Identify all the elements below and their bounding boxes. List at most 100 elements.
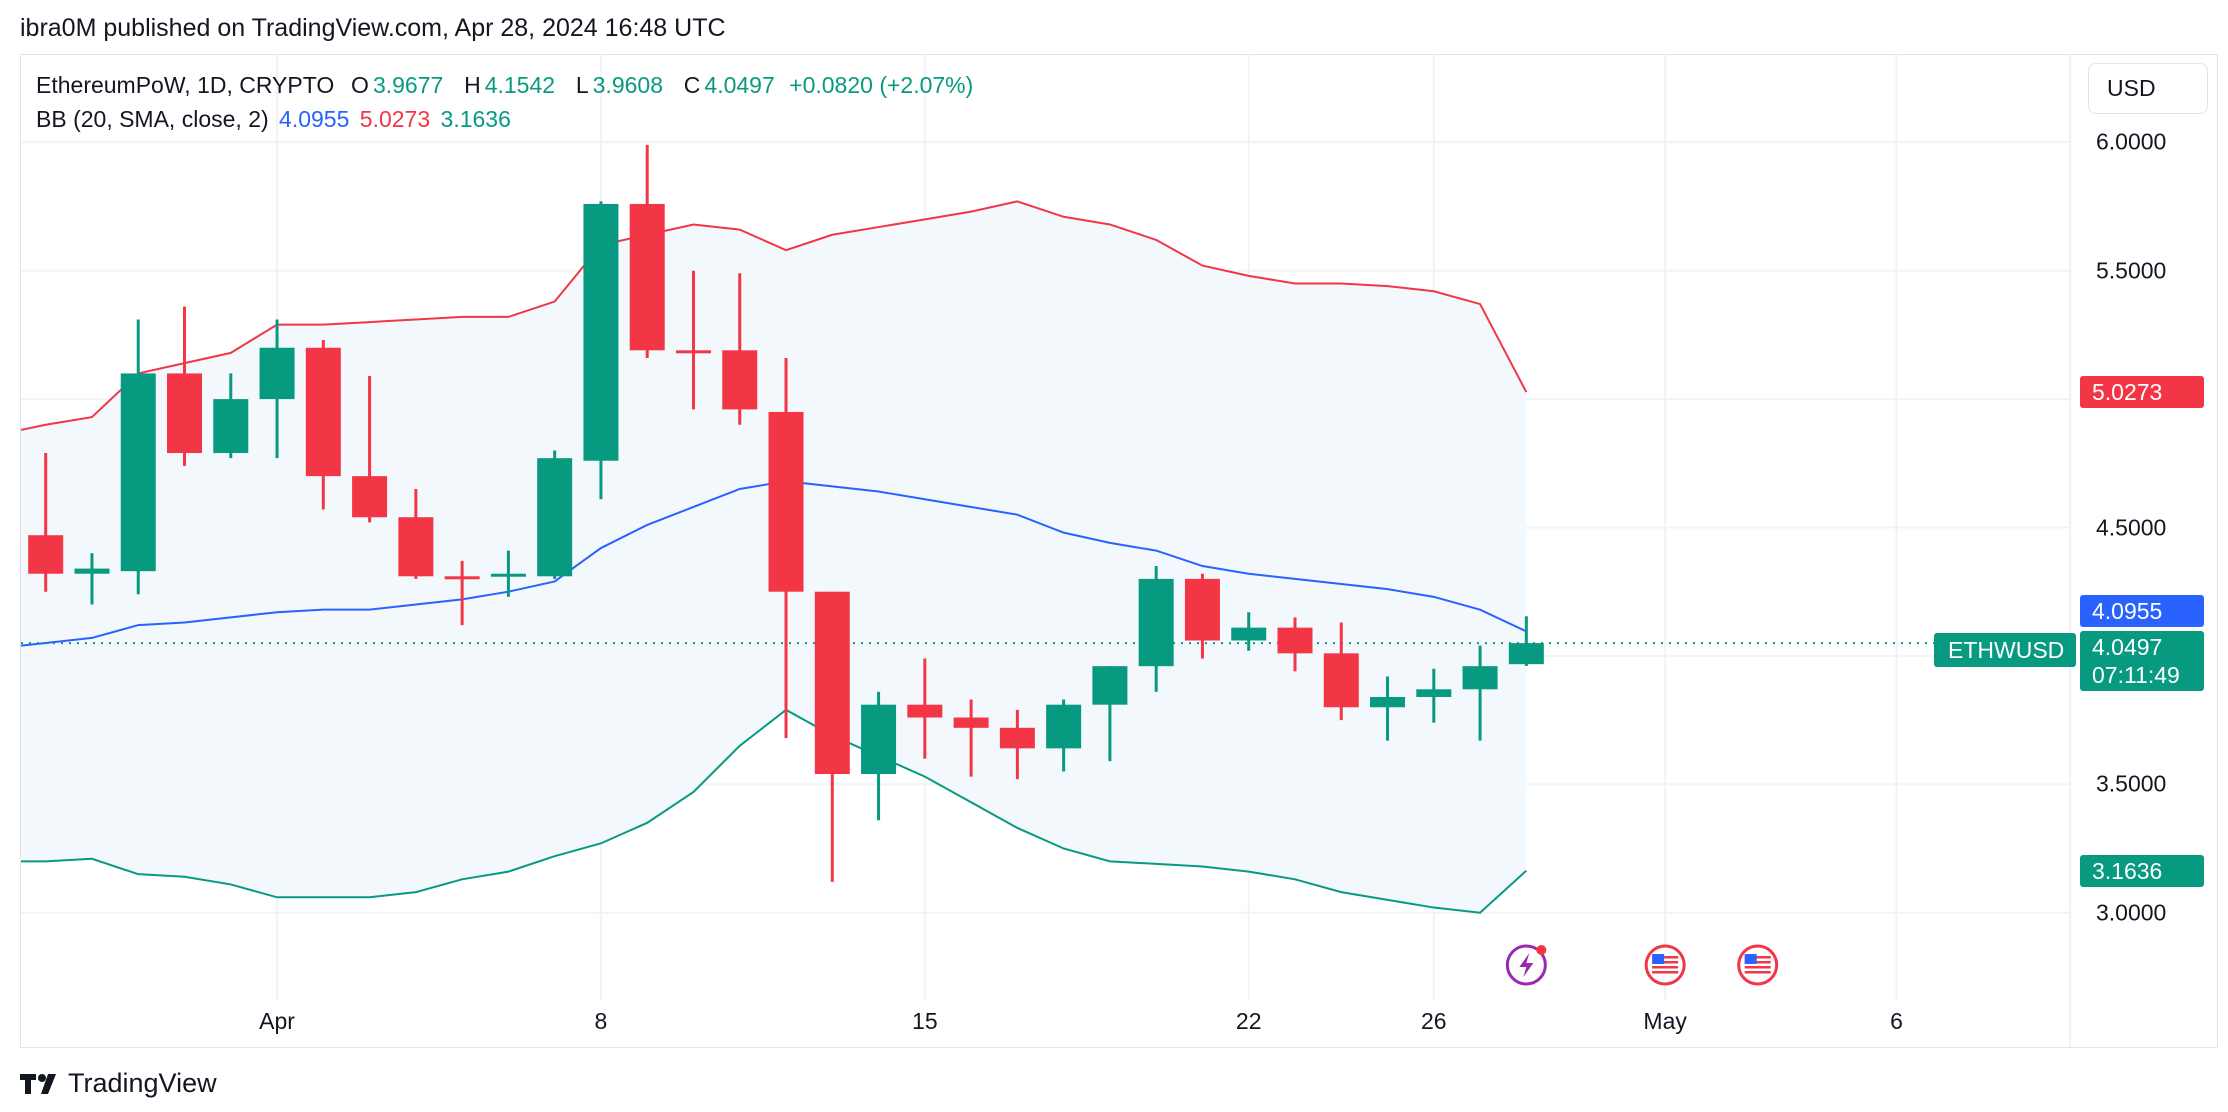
y-tick-label: 4.5000 (2096, 514, 2167, 540)
y-tick-label: 5.5000 (2096, 257, 2167, 284)
flag-stripe (1652, 961, 1679, 964)
bb-lower-badge: 3.1636 (2080, 854, 2204, 887)
flag-canton (1744, 954, 1757, 964)
candle-body (259, 347, 295, 400)
candle-body (352, 476, 388, 518)
legend-ohlc: EthereumPoW, 1D, CRYPTO O 3.9677 H 4.1542 … (36, 72, 977, 99)
candle-body (1231, 627, 1267, 641)
candle-body (907, 704, 943, 718)
candle-body (120, 373, 156, 572)
flag-stripe (1744, 956, 1771, 959)
high-label: H (464, 72, 481, 98)
event-circle (1644, 944, 1686, 986)
chart-frame (20, 54, 2218, 1048)
change-value: +0.0820 (+2.07%) (789, 72, 974, 98)
candle-body (999, 727, 1035, 749)
candle (1462, 645, 1498, 741)
candle-body (1092, 666, 1128, 705)
candle (1046, 699, 1082, 772)
lightning-glyph (1519, 953, 1534, 977)
flag-stripe (1652, 956, 1679, 959)
x-tick-label: 6 (1890, 1008, 1903, 1034)
low-value: 3.9608 (592, 72, 663, 98)
bb-upper-value: 5.0273 (359, 106, 431, 132)
candle (490, 550, 526, 597)
candle-body (722, 350, 758, 410)
candle (722, 273, 758, 425)
candle (1092, 666, 1128, 762)
candle (675, 270, 711, 410)
candle (814, 591, 850, 882)
candle (167, 306, 203, 466)
flag-stripe (1744, 966, 1771, 969)
candle (352, 375, 388, 523)
brand-name: TradingView (68, 1068, 217, 1098)
candle-body (1046, 704, 1082, 749)
candle-body (1416, 689, 1452, 697)
candle-body (28, 535, 64, 574)
candle (213, 373, 249, 459)
x-tick-label: 22 (1235, 1008, 1262, 1034)
candle-body (1462, 666, 1498, 690)
candle-body (74, 568, 110, 574)
event-circle (1737, 944, 1779, 986)
bb-mid-badge: 4.0955 (2080, 595, 2204, 628)
candle (1231, 612, 1267, 651)
candle-body (167, 373, 203, 454)
flag-stripe (1744, 961, 1771, 964)
flag-stripe (1744, 971, 1771, 974)
currency-button[interactable]: USD (2088, 63, 2208, 114)
bb-lower-value: 3.1636 (440, 106, 511, 132)
bb-upper-line (20, 200, 1528, 431)
flag-stripe (1652, 971, 1679, 974)
candle-body (398, 517, 434, 577)
low-label: L (575, 72, 589, 98)
last-price: 4.0497 (2092, 634, 2163, 661)
candle (259, 319, 295, 459)
candle-body (490, 573, 526, 577)
candle-body (213, 399, 249, 454)
candle (1370, 676, 1406, 741)
candle (28, 453, 64, 592)
publish-info: ibra0M published on TradingView.com, Apr… (20, 14, 726, 42)
candle (537, 450, 573, 579)
close-label: C (683, 72, 701, 98)
symbol-badge: ETHWUSD (1934, 633, 2076, 668)
candle (1138, 566, 1174, 692)
candle (907, 658, 943, 759)
candle (1184, 573, 1220, 659)
lightning-icon[interactable] (1505, 944, 1547, 986)
bb-mid-line (20, 480, 1527, 647)
candle (953, 699, 989, 777)
tradingview-logo[interactable]: TradingView (20, 1068, 217, 1099)
y-tick-label: 3.0000 (2096, 899, 2167, 926)
candle (583, 201, 619, 500)
x-tick-label: 15 (912, 1008, 938, 1034)
candle (305, 340, 341, 510)
bb-upper-badge: 5.0273 (2080, 376, 2204, 409)
us-flag-icon[interactable] (1737, 944, 1779, 986)
us-flag-icon[interactable] (1644, 944, 1686, 986)
candle (768, 358, 804, 739)
candle-body (768, 411, 804, 592)
candle-body (1370, 696, 1406, 708)
candle-body (1323, 653, 1359, 708)
candle-body (861, 704, 897, 775)
bollinger-band (20, 200, 2070, 914)
candle (120, 319, 156, 595)
symbol-title[interactable]: EthereumPoW, 1D, CRYPTO (36, 72, 335, 98)
candle-body (1138, 578, 1174, 667)
candle (74, 553, 110, 605)
x-tick-label: 26 (1421, 1008, 1447, 1034)
x-tick-label: Apr (259, 1008, 295, 1034)
bb-mid-value: 4.0955 (279, 106, 350, 132)
candle-body (629, 203, 665, 351)
candle (1323, 622, 1359, 721)
bb-label[interactable]: BB (20, SMA, close, 2) (36, 106, 269, 132)
candle (629, 144, 665, 359)
events (1505, 944, 1779, 986)
candle (861, 691, 897, 821)
event-dot (1536, 945, 1547, 955)
candle-body (1277, 627, 1313, 654)
